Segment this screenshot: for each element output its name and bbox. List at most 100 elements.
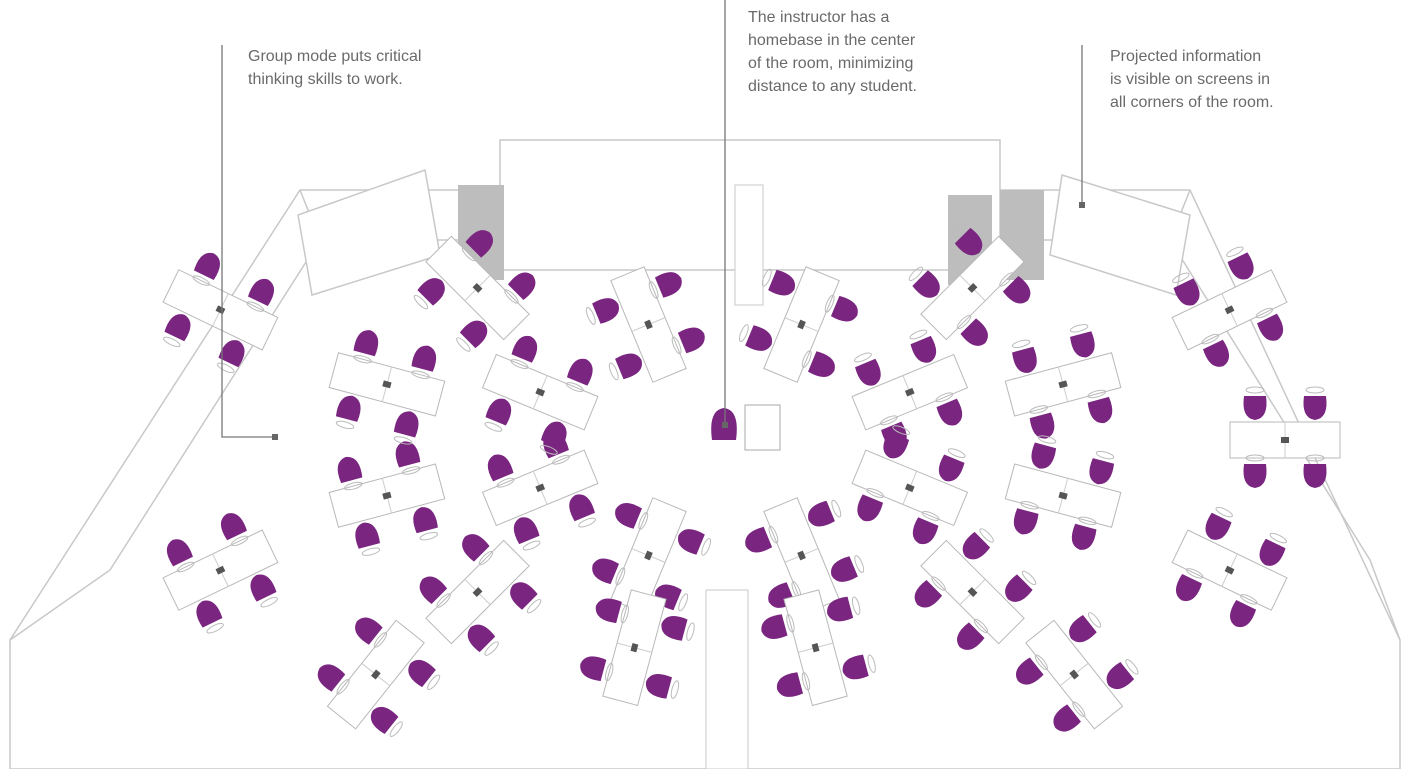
annotation-line: The instructor has a: [748, 9, 890, 26]
chair-base: [504, 289, 519, 304]
annotation: Projected information is visible on scre…: [1110, 48, 1274, 111]
center-table: [705, 589, 749, 769]
chair: [413, 507, 438, 534]
chair: [592, 298, 619, 324]
table-group: [317, 617, 441, 737]
outlet: [535, 387, 546, 397]
chair: [395, 441, 421, 468]
chair: [592, 558, 620, 585]
chair: [776, 672, 804, 697]
chair: [912, 270, 940, 298]
chair: [1227, 252, 1254, 280]
table-group: [585, 266, 705, 383]
chair: [827, 596, 854, 622]
chair-base: [565, 382, 584, 392]
chair: [1203, 339, 1230, 367]
chair-base: [1020, 501, 1039, 510]
chair-base: [605, 662, 614, 682]
chair: [220, 513, 247, 541]
chair-base: [1269, 532, 1287, 544]
chair-base: [411, 370, 430, 379]
chair-base: [1029, 405, 1048, 414]
chair: [761, 614, 788, 639]
chair-base: [1305, 454, 1325, 462]
callout-marker: [722, 422, 728, 428]
chair-base: [768, 525, 779, 544]
chair-base: [638, 511, 649, 530]
callouts: [221, 0, 1085, 440]
chair-base: [686, 622, 695, 641]
chair-base: [909, 329, 928, 340]
chair-base: [1305, 386, 1325, 394]
chair-base: [217, 362, 235, 374]
lectern: [744, 404, 781, 451]
table-group: [419, 534, 542, 656]
table-group: [1015, 612, 1139, 732]
chair: [808, 500, 835, 527]
chair: [164, 314, 191, 342]
chair-base: [801, 350, 812, 369]
chair: [1175, 573, 1203, 602]
chair-base: [163, 336, 181, 348]
outlet: [797, 550, 806, 561]
chair: [417, 278, 445, 306]
chair: [745, 526, 773, 553]
chair: [569, 494, 595, 522]
table-group: [413, 230, 536, 352]
chair: [1173, 278, 1200, 306]
chair: [513, 517, 540, 545]
chair-base: [671, 336, 682, 355]
chair: [393, 411, 419, 438]
chair-base: [526, 598, 542, 614]
annotation-line: thinking skills to work.: [248, 71, 403, 88]
chair-base: [585, 307, 596, 325]
chair: [353, 330, 379, 357]
chair: [507, 272, 536, 300]
table-group: [580, 589, 695, 707]
chair: [467, 624, 496, 653]
chair-base: [1245, 386, 1265, 394]
chair: [540, 421, 567, 449]
outlet: [967, 283, 978, 293]
chair-base: [1072, 701, 1086, 718]
chair-base: [620, 604, 630, 624]
annotation: The instructor has a homebase in the cen…: [748, 9, 917, 95]
chair: [510, 582, 538, 610]
chair-base: [578, 517, 596, 528]
chair-base: [361, 547, 381, 556]
chair: [355, 617, 383, 645]
chair-base: [738, 324, 749, 342]
chair-base: [393, 436, 413, 445]
chair: [566, 358, 593, 386]
chair: [1259, 538, 1286, 566]
chair-base: [931, 576, 946, 591]
annotation-line: distance to any student.: [748, 78, 917, 95]
chair-base: [335, 420, 355, 430]
chair: [1053, 704, 1081, 732]
chair: [912, 517, 939, 545]
chair-base: [344, 481, 363, 491]
chair: [1205, 512, 1232, 540]
table-group: [851, 425, 969, 545]
chair-base: [1011, 339, 1031, 349]
chair-base: [608, 362, 619, 381]
chair: [1087, 396, 1113, 424]
table-group: [745, 497, 865, 614]
chair: [857, 494, 884, 522]
screen: [297, 168, 441, 296]
chair: [459, 320, 488, 349]
chair: [408, 659, 436, 688]
chair-base: [801, 672, 811, 691]
chair: [1029, 412, 1055, 439]
chair: [661, 616, 688, 641]
chair-base: [867, 654, 876, 673]
chair-base: [427, 674, 441, 691]
chair-base: [1034, 654, 1048, 671]
annotation-line: Projected information: [1110, 48, 1261, 65]
chair-base: [1255, 307, 1274, 319]
outlet: [630, 643, 639, 653]
chair-base: [1069, 324, 1089, 333]
chair: [938, 454, 965, 482]
chair-base: [1185, 568, 1204, 579]
chair: [615, 503, 642, 529]
